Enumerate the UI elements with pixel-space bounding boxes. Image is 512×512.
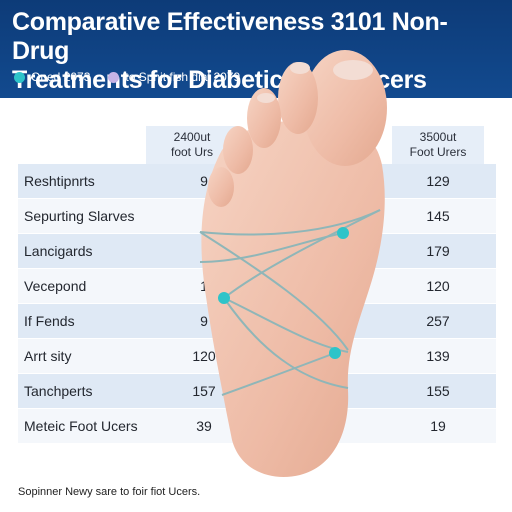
legend-dot-teal (14, 71, 25, 83)
row-value-2: 139 (426, 348, 450, 364)
row-label: Tanchperts (24, 383, 93, 399)
row-label: Lancigards (24, 243, 93, 259)
column-header-2: 3500ut Foot Urers (392, 126, 484, 164)
row-value-2: 120 (426, 278, 450, 294)
foot-sole (201, 119, 385, 477)
row-value-2: 19 (430, 418, 446, 434)
row-value-2: 179 (426, 243, 450, 259)
column-header-2-line-1: 3500ut (419, 130, 457, 144)
marker-dot (329, 347, 341, 359)
column-header-1-line-2: foot Urs (170, 145, 213, 159)
column-header-2-line-2: Foot Urers (409, 145, 467, 159)
row-value-2: 155 (426, 383, 450, 399)
legend-item-1: Oned 2073 (14, 70, 90, 84)
toenail (333, 60, 373, 80)
row-label: Reshtipnrts (24, 173, 95, 189)
footnote: Sopinner Newy sare to foir fiot Ucers. (18, 486, 201, 498)
row-label: Arrt sity (24, 348, 72, 364)
column-header-1-line-1: 2400ut (173, 130, 211, 144)
marker-dot (218, 292, 230, 304)
toe-5 (208, 167, 234, 207)
connector-lines (199, 209, 381, 396)
legend: Oned 2073 to Spnit fish dial 2079 (14, 67, 258, 87)
legend-item-2: to Spnit fish dial 2079 (108, 70, 240, 84)
row-value-1: 1 (200, 278, 208, 294)
row-label: Sepurting Slarves (24, 208, 135, 224)
marker-dot (337, 227, 349, 239)
legend-dot-lavender (108, 71, 120, 83)
title-line-1: Comparative Effectiveness 3101 Non-Drug (12, 8, 448, 65)
row-value-2: 145 (426, 208, 450, 224)
row-value-2: 257 (426, 313, 450, 329)
toe-2 (278, 62, 318, 134)
row-value-1: 39 (196, 418, 212, 434)
row-value-2: 129 (426, 173, 450, 189)
row-value-1: 120 (192, 348, 216, 364)
toenail (257, 93, 275, 103)
legend-label-2: to Spnit fish dial 2079 (125, 70, 241, 84)
legend-label-1: Oned 2073 (31, 70, 91, 84)
row-value-1: 157 (192, 383, 216, 399)
row-value-1: 9 (200, 313, 208, 329)
row-label: Vecepond (24, 278, 87, 294)
row-value-1: 9 (200, 173, 208, 189)
toenail (290, 62, 310, 74)
toe-4 (223, 126, 253, 174)
row-label: Meteic Foot Ucers (24, 418, 138, 434)
big-toe (303, 50, 387, 166)
row-label: If Fends (24, 313, 75, 329)
toe-3 (247, 88, 281, 148)
